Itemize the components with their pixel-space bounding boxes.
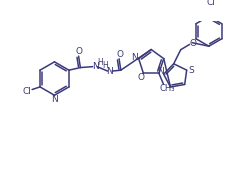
Text: N: N [51,95,58,104]
Text: N: N [131,53,138,62]
Text: N: N [106,67,113,76]
Text: Cl: Cl [22,87,31,96]
Text: O: O [76,47,83,56]
Text: CH₃: CH₃ [159,84,175,93]
Text: Cl: Cl [206,0,215,7]
Text: S: S [188,66,194,75]
Text: O: O [189,39,197,48]
Text: O: O [116,50,124,59]
Text: O: O [137,73,144,82]
Text: N: N [92,62,99,71]
Text: H: H [102,61,108,70]
Text: H: H [97,58,103,67]
Text: N: N [157,67,164,76]
